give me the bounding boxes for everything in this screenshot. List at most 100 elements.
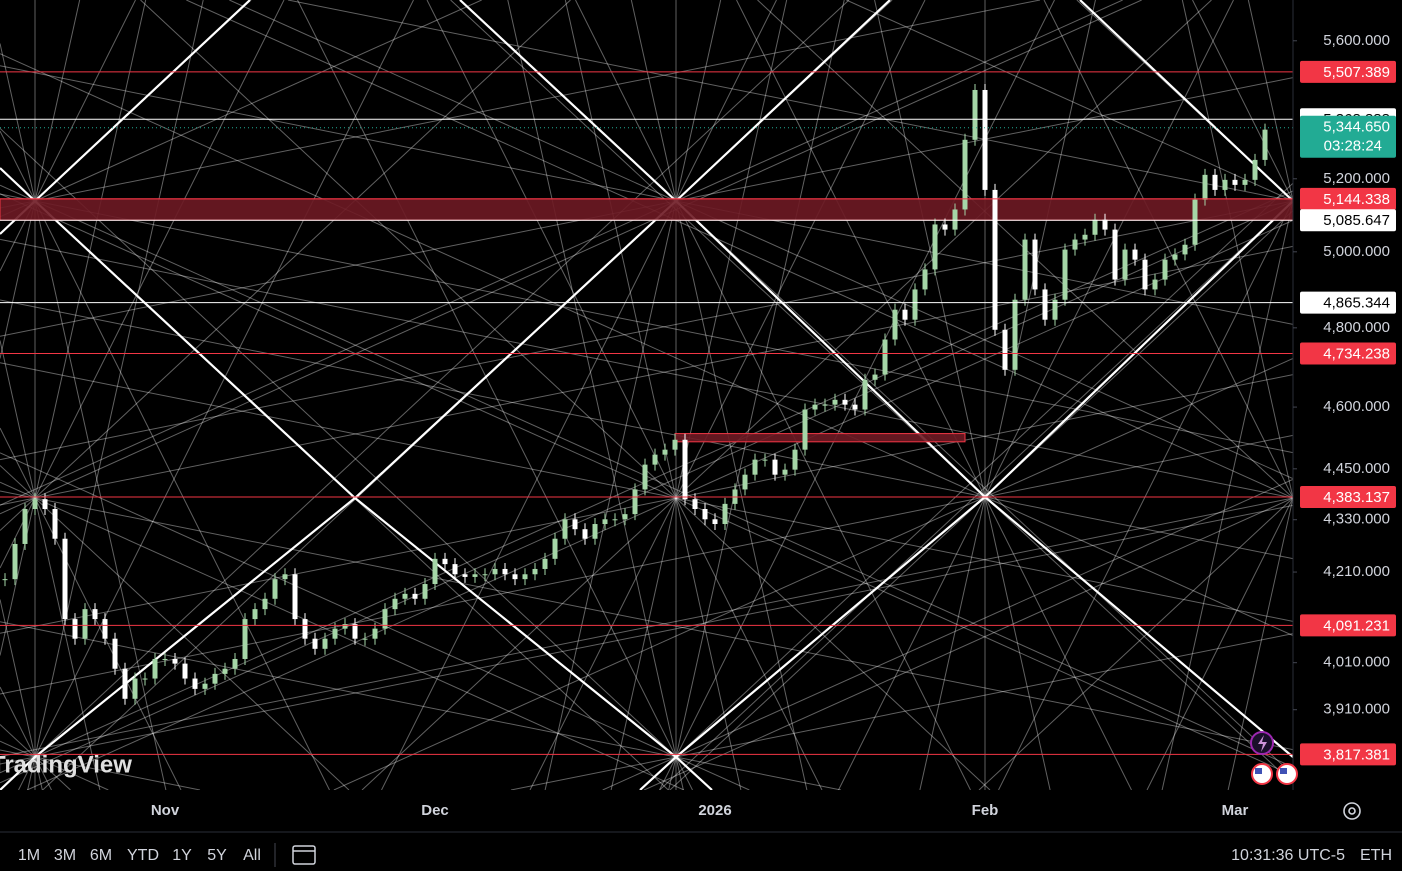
- level-label: 4,865.344: [1323, 295, 1390, 312]
- gann-fan-line: [287, 0, 1293, 202]
- gann-fan-line: [34, 497, 1293, 751]
- gann-fan-line: [186, 0, 1293, 499]
- y-tick-label: 4,800.000: [1323, 319, 1390, 336]
- candle: [452, 564, 458, 575]
- current-price-box: [1300, 115, 1396, 158]
- range-button[interactable]: 1Y: [172, 847, 192, 864]
- candle: [1232, 179, 1238, 185]
- gann-fan-line: [450, 0, 986, 498]
- session[interactable]: ETH: [1360, 847, 1392, 864]
- gann-fan-line: [34, 497, 350, 790]
- candle: [552, 538, 558, 559]
- gann-fan-line: [675, 0, 1212, 499]
- gann-fan-line: [140, 0, 677, 499]
- candle: [532, 568, 538, 575]
- range-button[interactable]: YTD: [127, 847, 159, 864]
- gann-box-line: [459, 0, 1293, 758]
- candle: [1062, 249, 1068, 300]
- gann-fan-line: [0, 756, 36, 774]
- gann-fan-line: [34, 245, 1293, 499]
- level-label-box: [1300, 743, 1396, 766]
- candle: [512, 574, 518, 580]
- range-button[interactable]: 1M: [18, 847, 40, 864]
- gann-fan-line: [675, 0, 1123, 202]
- range-button[interactable]: 5Y: [207, 847, 227, 864]
- candle: [572, 519, 578, 530]
- gann-fan-line: [34, 0, 850, 758]
- candle: [332, 628, 338, 639]
- gann-fan-line: [0, 238, 1293, 499]
- candle: [182, 663, 188, 679]
- candle: [432, 558, 438, 585]
- gann-fan-line: [668, 756, 677, 790]
- range-button[interactable]: 3M: [54, 847, 76, 864]
- gann-fan-line: [0, 130, 36, 202]
- gann-fan-line: [984, 357, 1293, 498]
- x-tick-label: Mar: [1222, 802, 1249, 819]
- level-label: 5,507.389: [1323, 64, 1390, 81]
- gann-fan-line: [675, 756, 693, 790]
- level-label-box: [1300, 209, 1396, 232]
- gann-fan-line: [984, 496, 1293, 560]
- candle: [292, 574, 298, 620]
- gann-fan-line: [675, 756, 750, 790]
- flag-part: [1255, 768, 1262, 774]
- candle: [772, 459, 778, 475]
- gann-fan-line: [1247, 0, 1293, 202]
- gann-fan-line: [34, 0, 136, 202]
- gann-fan-line: [675, 497, 991, 790]
- gann-fan-line: [675, 0, 845, 758]
- countdown: 03:28:24: [1324, 138, 1382, 155]
- y-tick-label: 5,600.000: [1323, 32, 1390, 49]
- gann-fan-line: [0, 193, 677, 499]
- gann-fan-line: [0, 496, 986, 695]
- gann-box-line: [0, 0, 891, 790]
- settings-icon[interactable]: [1343, 802, 1361, 820]
- gann-fan-line: [34, 200, 330, 790]
- candle: [1032, 239, 1038, 290]
- candle: [632, 489, 638, 515]
- gann-fan-line: [675, 756, 842, 790]
- candle: [352, 624, 358, 639]
- candle: [792, 449, 798, 470]
- gann-fan-line: [544, 200, 677, 790]
- gann-fan-line: [675, 374, 1293, 499]
- candle: [862, 379, 868, 410]
- level-label-box: [1300, 342, 1396, 365]
- candle: [962, 139, 968, 210]
- gann-box-line: [0, 167, 713, 790]
- candle: [1002, 329, 1008, 370]
- date-range-icon[interactable]: [292, 845, 316, 865]
- candle: [622, 514, 628, 520]
- candle: [262, 598, 268, 610]
- calendar[interactable]: [292, 845, 316, 865]
- level-label-box: [1300, 187, 1396, 210]
- gann-fan-line: [18, 756, 36, 790]
- gann-fan-line: [984, 434, 1293, 498]
- candle: [522, 574, 528, 580]
- gann-fan-line: [659, 200, 1293, 790]
- gann-fan-line: [510, 756, 677, 790]
- gann-fan-line: [1192, 0, 1293, 202]
- gann-fan-line: [984, 496, 1293, 784]
- range-button[interactable]: All: [243, 847, 261, 864]
- level-label: 5,085.647: [1323, 212, 1390, 229]
- gann-fan-line: [669, 496, 986, 790]
- gann-fan-line: [229, 0, 677, 202]
- candle: [442, 558, 448, 565]
- event-flags[interactable]: [1251, 763, 1298, 785]
- gann-fan-line: [34, 756, 71, 790]
- level-label-box: [1300, 60, 1396, 83]
- gann-fan-line: [675, 219, 1293, 499]
- candle: [682, 439, 688, 500]
- gann-fan-line: [0, 452, 677, 758]
- gann-box-line: [639, 200, 1293, 790]
- gann-fan-line: [575, 0, 677, 202]
- gear[interactable]: [1343, 802, 1361, 820]
- gann-fan-line: [0, 686, 36, 758]
- gann-fan-line: [0, 497, 36, 506]
- gann-fan-line: [0, 497, 36, 531]
- candle: [802, 409, 808, 450]
- range-button[interactable]: 6M: [90, 847, 112, 864]
- gann-fan-line: [736, 0, 986, 498]
